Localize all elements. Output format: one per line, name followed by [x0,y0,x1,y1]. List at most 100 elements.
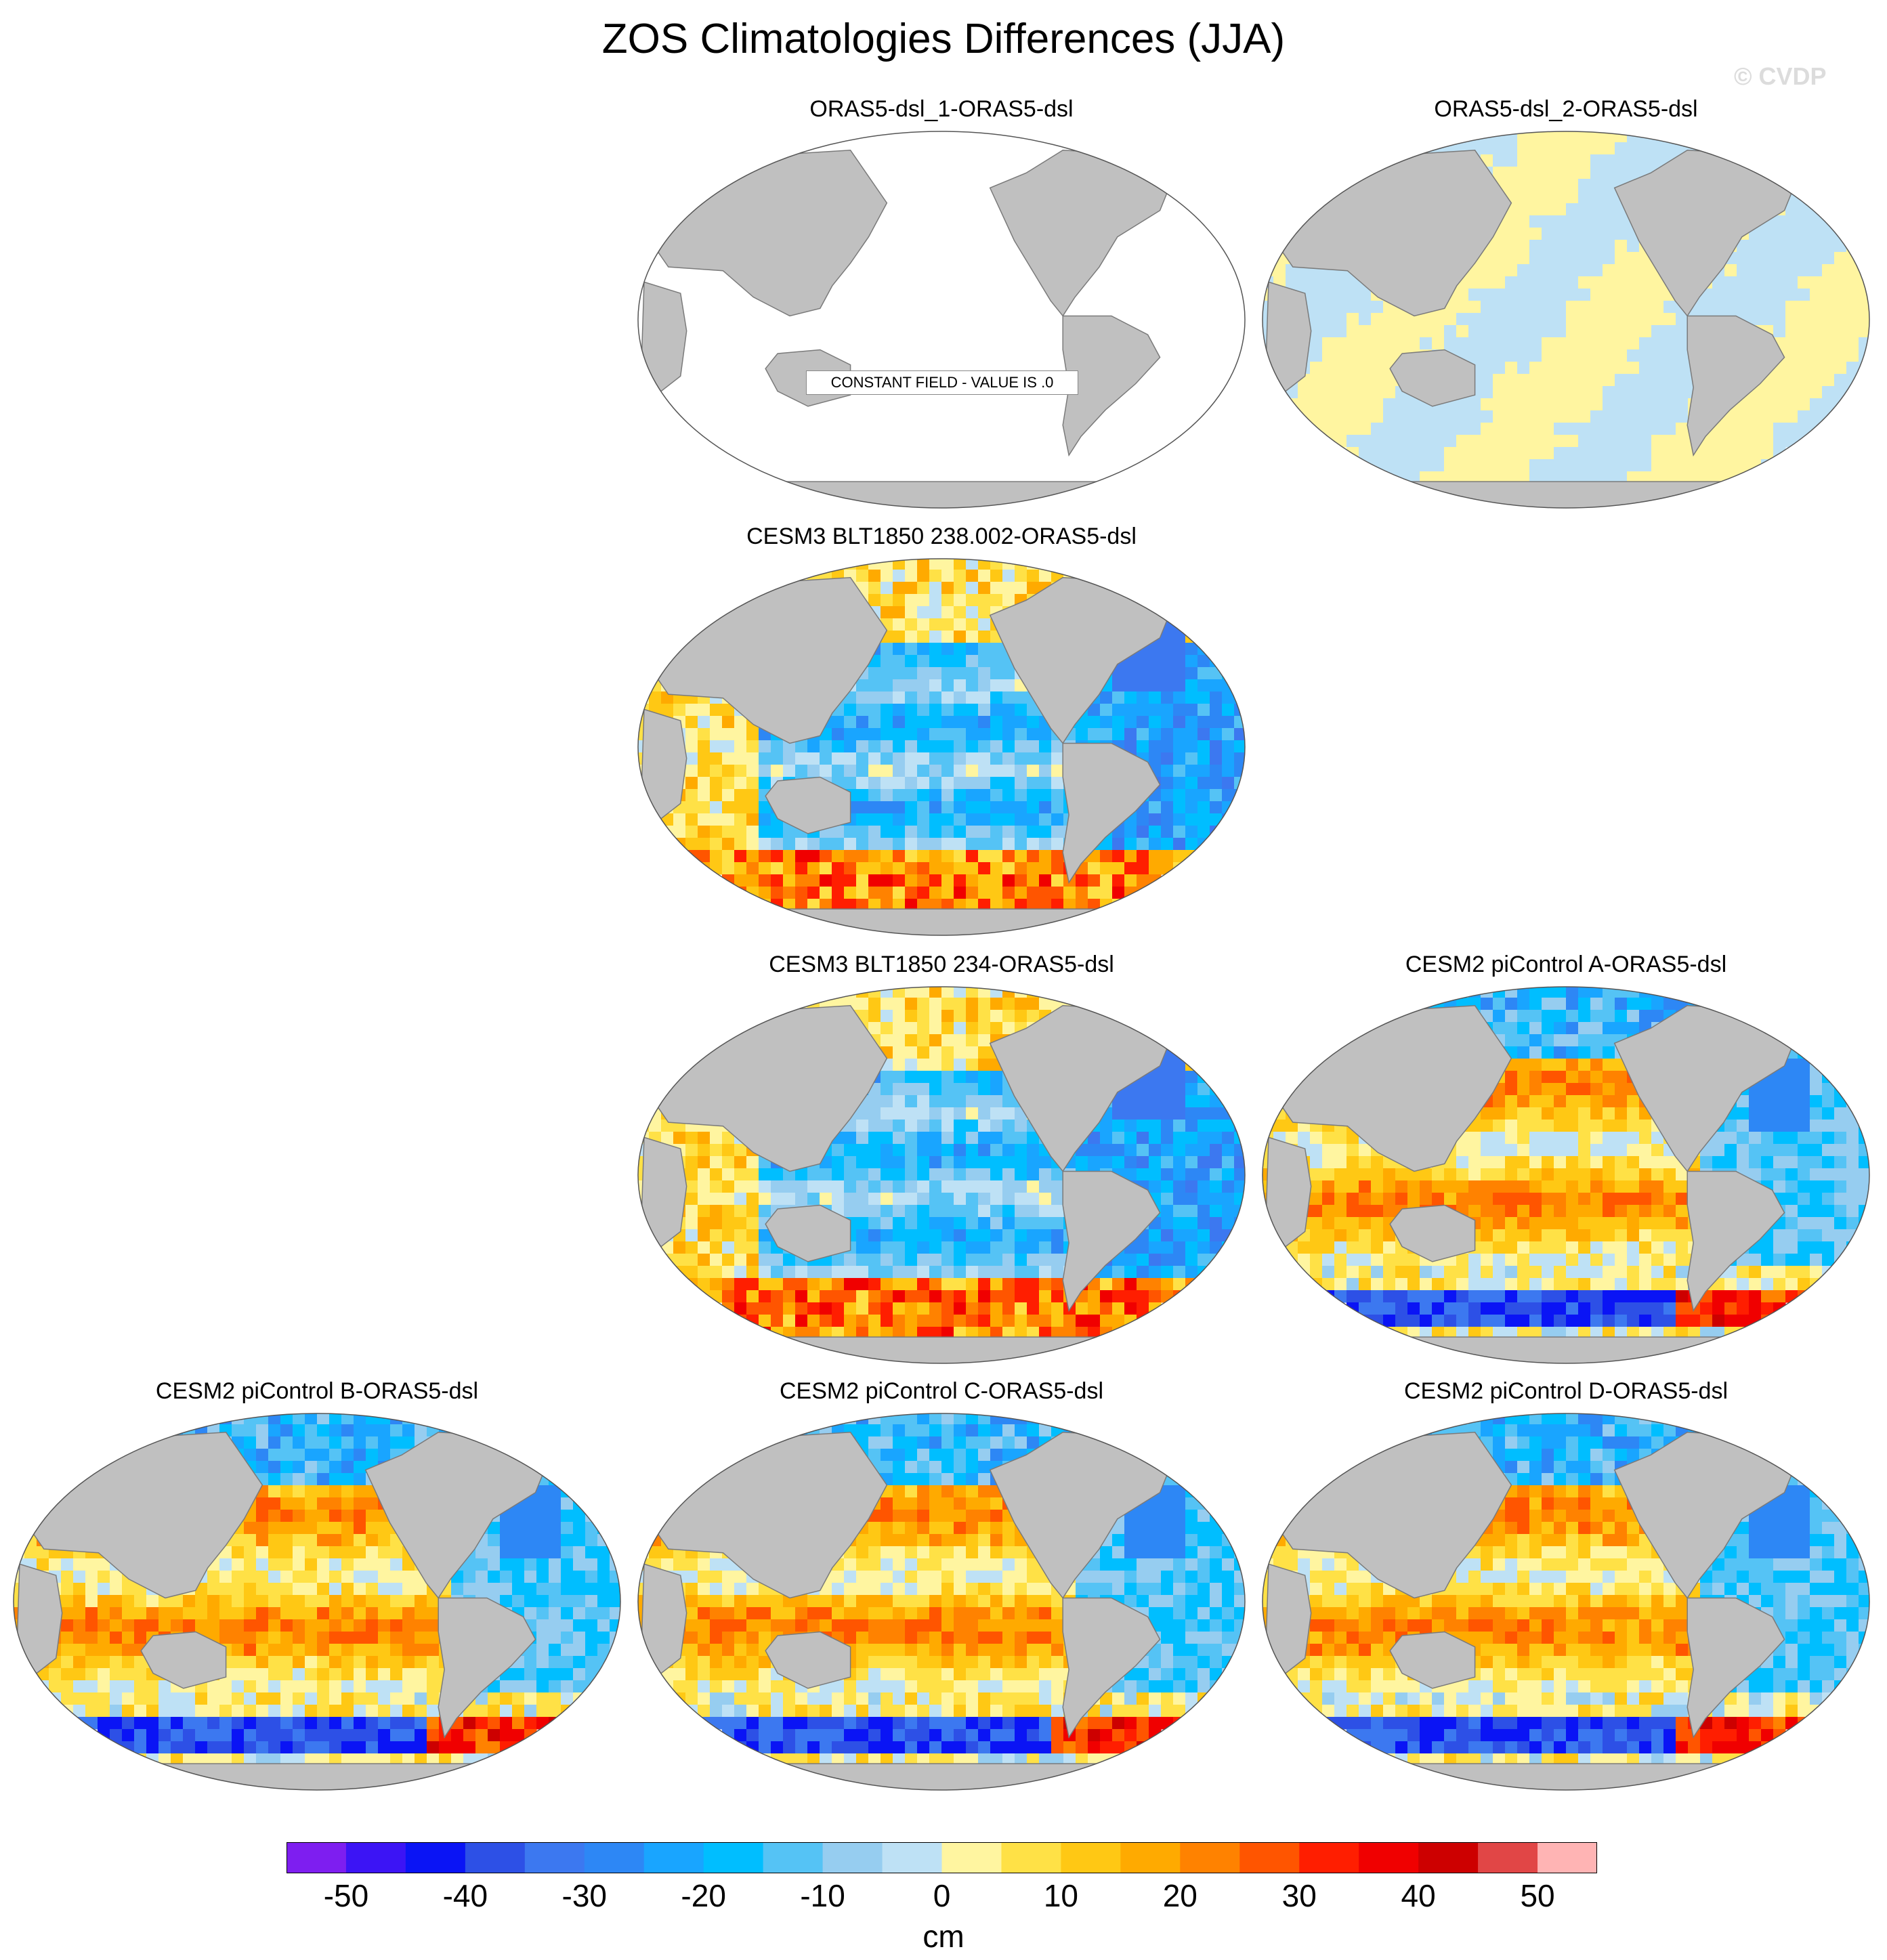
field-cell [868,1241,881,1254]
field-cell [856,1217,869,1230]
field-cell [1542,1180,1554,1193]
field-cell [771,1254,784,1266]
field-cell [905,631,918,643]
field-cell [1603,228,1615,240]
field-cell [1137,862,1149,875]
field-cell [893,1241,906,1254]
field-cell [966,1193,979,1206]
field-cell [759,1180,771,1193]
field-cell [1002,704,1015,717]
field-cell [1566,1120,1579,1132]
field-cell [1322,362,1335,375]
field-cell [1566,1278,1579,1291]
field-cell [1542,447,1554,460]
field-cell [893,582,906,595]
field-cell [1383,1266,1396,1279]
field-cell [905,1107,918,1120]
field-cell [1590,289,1603,301]
field-cell [893,594,906,607]
field-cell [1161,850,1174,863]
world-map [1262,131,1870,509]
field-cell [929,1180,942,1193]
field-cell [881,1132,893,1145]
field-cell [1197,716,1210,729]
land-antarctica [638,1336,1245,1363]
field-cell [1529,1095,1542,1108]
field-cell [1481,374,1493,387]
field-cell [1039,998,1052,1010]
field-cell [1481,1229,1493,1242]
field-cell [1749,1168,1762,1181]
field-cell [1603,142,1615,155]
field-cell [966,1107,979,1120]
field-cell [1027,1205,1040,1218]
field-cell [881,1217,893,1230]
field-cell [1785,1193,1798,1206]
field-cell [1566,301,1579,314]
field-cell [1651,325,1664,338]
field-cell [1761,398,1774,411]
field-cell [1737,410,1750,423]
field-cell [1210,1229,1223,1242]
field-cell [1566,240,1579,253]
field-cell [1481,1120,1493,1132]
field-cell [1173,1132,1186,1145]
field-cell [917,777,930,790]
field-cell [941,643,954,656]
field-cell [1334,1205,1347,1218]
field-cell [1822,1071,1835,1084]
field-cell [1603,1241,1615,1254]
field-cell [1517,313,1530,326]
field-cell [1676,1217,1689,1230]
field-cell [807,862,820,875]
field-cell [783,1290,796,1303]
field-cell [905,1071,918,1084]
field-cell [807,1315,820,1327]
field-cell [1798,398,1810,411]
field-cell [917,704,930,717]
field-cell [832,1156,845,1169]
field-cell [978,1095,991,1108]
field-cell [954,559,967,570]
field-cell [1481,362,1493,375]
field-cell [954,1071,967,1084]
field-cell [722,740,735,753]
field-cell [1088,1132,1101,1145]
field-cell [917,740,930,753]
field-cell [1493,349,1506,362]
field-cell [1149,1071,1162,1084]
field-cell [734,716,747,729]
field-cell [1761,1095,1774,1108]
field-cell [1468,1302,1481,1315]
field-cell [1578,240,1591,253]
field-cell [1505,435,1518,448]
field-cell [1334,289,1347,301]
field-cell [1347,1254,1359,1266]
field-cell [881,1327,893,1340]
field-cell [1395,1254,1408,1266]
field-cell [1724,301,1737,314]
field-cell [1798,289,1810,301]
field-cell [966,1120,979,1132]
field-cell [1359,301,1372,314]
field-cell [832,1315,845,1327]
field-cell [783,850,796,863]
field-cell [1785,410,1798,423]
field-cell [1590,435,1603,448]
field-cell [1627,325,1640,338]
field-cell [881,1241,893,1254]
field-cell [966,667,979,680]
field-cell [1395,398,1408,411]
field-cell [1566,1046,1579,1059]
field-cell [1651,1241,1664,1254]
field-cell [881,606,893,619]
field-cell [1615,349,1628,362]
field-cell [990,1327,1003,1340]
field-cell [710,838,723,851]
field-cell [1015,1132,1027,1145]
field-cell [1517,1229,1530,1242]
field-cell [1566,1205,1579,1218]
field-cell [759,874,771,887]
field-cell [1651,1180,1664,1193]
field-cell [1542,459,1554,472]
